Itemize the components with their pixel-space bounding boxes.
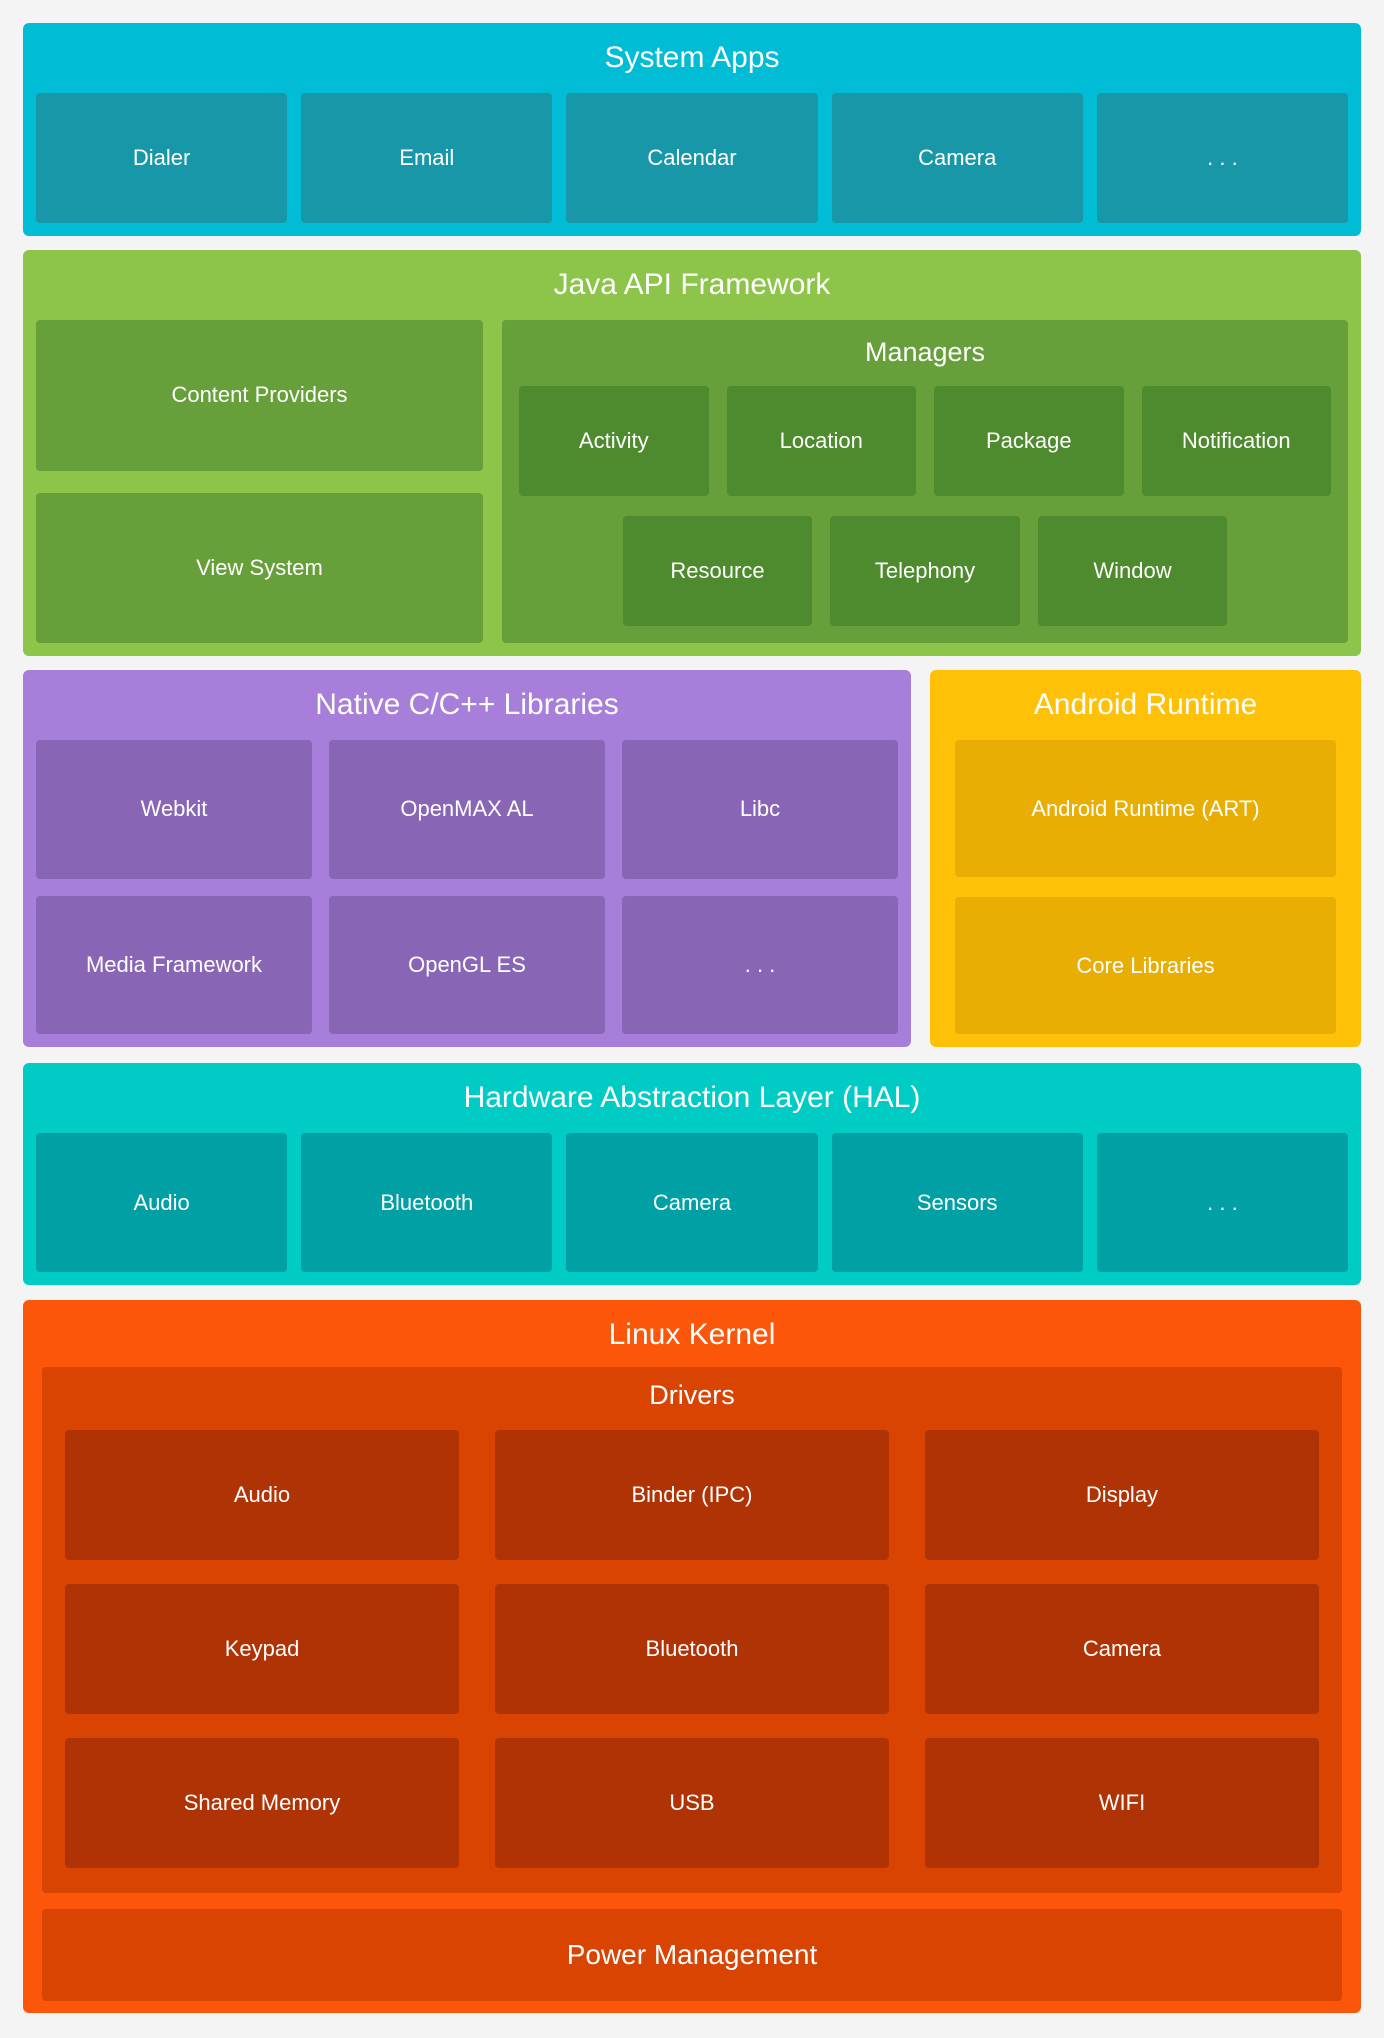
system-apps-row: Dialer Email Calendar Camera . . .	[36, 93, 1349, 223]
hal-row: Audio Bluetooth Camera Sensors . . .	[36, 1133, 1349, 1272]
hal-box-more: . . .	[1096, 1133, 1349, 1272]
power-management-box: Power Management	[42, 1909, 1342, 2001]
system-apps-box-more: . . .	[1096, 93, 1349, 223]
driver-box-bluetooth: Bluetooth	[495, 1584, 889, 1714]
manager-box-package: Package	[934, 386, 1124, 496]
driver-box-audio: Audio	[65, 1430, 459, 1560]
native-libraries-grid: Webkit OpenMAX AL Libc Media Framework O…	[36, 740, 898, 1034]
linux-kernel-title: Linux Kernel	[608, 1318, 776, 1351]
native-libraries-title: Native C/C++ Libraries	[315, 688, 619, 721]
runtime-box-art: Android Runtime (ART)	[955, 740, 1336, 877]
managers-title: Managers	[864, 337, 986, 367]
manager-box-telephony: Telephony	[830, 516, 1020, 626]
driver-box-display: Display	[925, 1430, 1319, 1560]
system-apps-box-calendar: Calendar	[566, 93, 818, 223]
managers-panel: Managers Activity Location Package Notif…	[502, 320, 1348, 643]
android-runtime-title: Android Runtime	[1033, 688, 1258, 721]
managers-row-1: Activity Location Package Notification	[519, 386, 1331, 496]
native-box-openmax-al: OpenMAX AL	[329, 740, 605, 879]
hal-box-sensors: Sensors	[831, 1133, 1083, 1272]
java-box-content-providers: Content Providers	[36, 320, 483, 471]
manager-box-location: Location	[726, 386, 916, 496]
native-box-more: . . .	[622, 895, 898, 1034]
drivers-grid: Audio Binder (IPC) Display Keypad Blueto…	[65, 1430, 1319, 1868]
native-box-libc: Libc	[622, 740, 898, 879]
manager-box-resource: Resource	[622, 516, 813, 626]
manager-box-activity: Activity	[519, 386, 709, 496]
managers-row-2: Resource Telephony Window	[519, 516, 1331, 626]
system-apps-title: System Apps	[604, 41, 780, 74]
layer-java-api-framework: Java API Framework Content Providers Vie…	[23, 250, 1361, 656]
middle-layer-row: Native C/C++ Libraries Webkit OpenMAX AL…	[23, 670, 1361, 1047]
system-apps-box-email: Email	[301, 93, 553, 223]
drivers-panel: Drivers Audio Binder (IPC) Display Keypa…	[42, 1367, 1342, 1893]
layer-hal: Hardware Abstraction Layer (HAL) Audio B…	[23, 1063, 1361, 1285]
java-api-framework-title: Java API Framework	[553, 268, 831, 301]
native-box-opengl-es: OpenGL ES	[329, 895, 605, 1034]
driver-box-keypad: Keypad	[65, 1584, 459, 1714]
java-box-view-system: View System	[36, 492, 483, 643]
hal-box-camera: Camera	[566, 1133, 818, 1272]
layer-system-apps: System Apps Dialer Email Calendar Camera…	[23, 23, 1361, 236]
manager-box-notification: Notification	[1141, 386, 1331, 496]
driver-box-shared-memory: Shared Memory	[65, 1738, 459, 1868]
system-apps-box-camera: Camera	[831, 93, 1083, 223]
layer-linux-kernel: Linux Kernel Drivers Audio Binder (IPC) …	[23, 1300, 1361, 2013]
native-box-media-framework: Media Framework	[36, 895, 312, 1034]
hal-box-bluetooth: Bluetooth	[301, 1133, 553, 1272]
driver-box-camera: Camera	[925, 1584, 1319, 1714]
driver-box-wifi: WIFI	[925, 1738, 1319, 1868]
hal-box-audio: Audio	[36, 1133, 288, 1272]
drivers-title: Drivers	[649, 1380, 735, 1410]
native-box-webkit: Webkit	[36, 740, 312, 879]
runtime-box-core-libraries: Core Libraries	[955, 897, 1336, 1034]
system-apps-box-dialer: Dialer	[36, 93, 288, 223]
layer-native-libraries: Native C/C++ Libraries Webkit OpenMAX AL…	[23, 670, 911, 1047]
java-api-content: Content Providers View System Managers A…	[36, 320, 1348, 643]
android-runtime-column: Android Runtime (ART) Core Libraries	[955, 740, 1336, 1034]
layer-android-runtime: Android Runtime Android Runtime (ART) Co…	[930, 670, 1361, 1047]
java-api-left-column: Content Providers View System	[36, 320, 483, 643]
driver-box-binder-ipc: Binder (IPC)	[495, 1430, 889, 1560]
driver-box-usb: USB	[495, 1738, 889, 1868]
manager-box-window: Window	[1037, 516, 1228, 626]
hal-title: Hardware Abstraction Layer (HAL)	[463, 1081, 921, 1114]
